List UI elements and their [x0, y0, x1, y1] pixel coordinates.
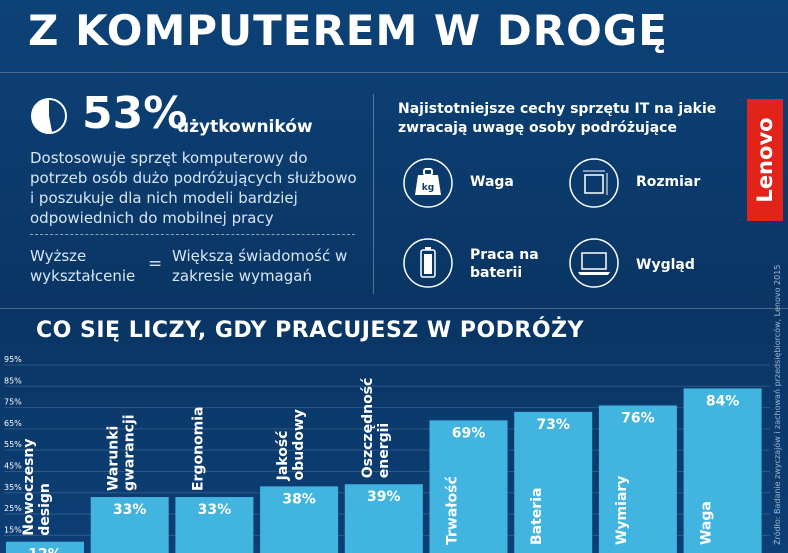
category-label: Trwałość — [445, 476, 461, 545]
section-divider — [0, 308, 788, 309]
bar — [598, 405, 677, 553]
education-label: Wyższe wykształcenie — [30, 247, 136, 285]
bar — [429, 420, 508, 553]
category-label: Warunkigwarancji — [106, 414, 138, 491]
category-label-line: gwarancji — [122, 414, 138, 491]
dashed-divider — [30, 234, 355, 235]
pie-half-icon — [31, 98, 67, 134]
bar — [683, 388, 762, 553]
category-label-line: design — [37, 483, 53, 536]
vertical-divider — [373, 94, 374, 294]
category-label: Waga — [699, 501, 715, 545]
y-tick-label: 55% — [4, 440, 22, 449]
awareness-label: Większą świadomość w zakresie wymagań — [172, 247, 348, 285]
feature-battery-label: Praca na baterii — [470, 247, 539, 281]
category-label-line: Bateria — [529, 488, 545, 545]
feature-look-label: Wygląd — [636, 257, 695, 273]
category-label: Bateria — [529, 488, 545, 545]
y-tick-label: 25% — [4, 504, 22, 513]
y-tick-label: 95% — [4, 355, 22, 364]
category-label-line: Jakość — [275, 431, 291, 482]
bar-value-label: 12% — [28, 547, 62, 553]
y-tick-label: 15% — [4, 525, 22, 534]
bar-value-label: 76% — [621, 410, 655, 426]
bar-value-label: 73% — [536, 417, 570, 433]
bar — [260, 486, 339, 553]
category-label-line: obudowy — [291, 409, 307, 480]
category-label-line: Ergonomia — [190, 406, 206, 491]
equals-sign: = — [148, 254, 163, 274]
category-label-line: Wymiary — [614, 476, 630, 545]
category-label: Nowoczesnydesign — [21, 438, 53, 535]
laptop-icon — [569, 238, 619, 288]
category-label-line: Warunki — [106, 426, 122, 491]
page-title: Z KOMPUTEREM W DROGĘ — [28, 6, 668, 55]
y-tick-label: 35% — [4, 483, 22, 492]
weight-kg-icon: kg — [403, 158, 453, 208]
bar — [175, 497, 254, 553]
y-tick-label: 75% — [4, 398, 22, 407]
category-label-line: energii — [376, 423, 392, 478]
y-tick-label: 85% — [4, 376, 22, 385]
bar-value-label: 38% — [282, 491, 316, 507]
stat-label: użytkowników — [177, 117, 313, 137]
stat-description: Dostosowuje sprzęt komputerowy do potrze… — [30, 149, 357, 227]
source-note: Źródło: Badanie zwyczajów i zachowań prz… — [773, 264, 782, 545]
category-label: Jakośćobudowy — [275, 409, 307, 481]
bar-value-label: 69% — [452, 425, 486, 441]
feature-size-label: Rozmiar — [636, 174, 701, 190]
bar-value-label: 33% — [198, 502, 232, 518]
bar — [6, 541, 84, 553]
features-heading: Najistotniejsze cechy sprzętu IT na jaki… — [398, 101, 717, 136]
y-tick-label: 65% — [4, 419, 22, 428]
lenovo-logo: Lenovo — [747, 99, 783, 221]
bar — [514, 411, 593, 553]
category-label-line: Trwałość — [445, 476, 461, 545]
lenovo-logo-text: Lenovo — [753, 117, 777, 203]
section-title: CO SIĘ LICZY, GDY PRACUJESZ W PODRÓŻY — [36, 318, 584, 343]
weight-icon-text: kg — [422, 183, 434, 193]
bar — [90, 497, 169, 553]
category-label: Ergonomia — [190, 406, 206, 491]
category-label: Wymiary — [614, 476, 630, 545]
bar-value-label: 84% — [706, 393, 740, 409]
bar-value-label: 33% — [113, 502, 147, 518]
stat-value: 53% — [82, 88, 188, 139]
feature-weight-label: Waga — [470, 174, 514, 190]
category-label-line: Nowoczesny — [21, 438, 37, 535]
category-label: Oszczędnośćenergii — [360, 378, 392, 479]
bar-value-label: 39% — [367, 489, 401, 505]
y-tick-label: 45% — [4, 461, 22, 470]
category-label-line: Waga — [699, 501, 715, 545]
title-divider — [0, 72, 788, 73]
category-label-line: Oszczędność — [360, 378, 376, 479]
size-box-icon — [569, 158, 619, 208]
bar-chart: 15% 25% 35% 45% 55% 65% 75% 85% 95% 12% Nowoczesny… — [4, 355, 770, 553]
bar — [344, 484, 423, 553]
battery-icon — [403, 238, 453, 288]
